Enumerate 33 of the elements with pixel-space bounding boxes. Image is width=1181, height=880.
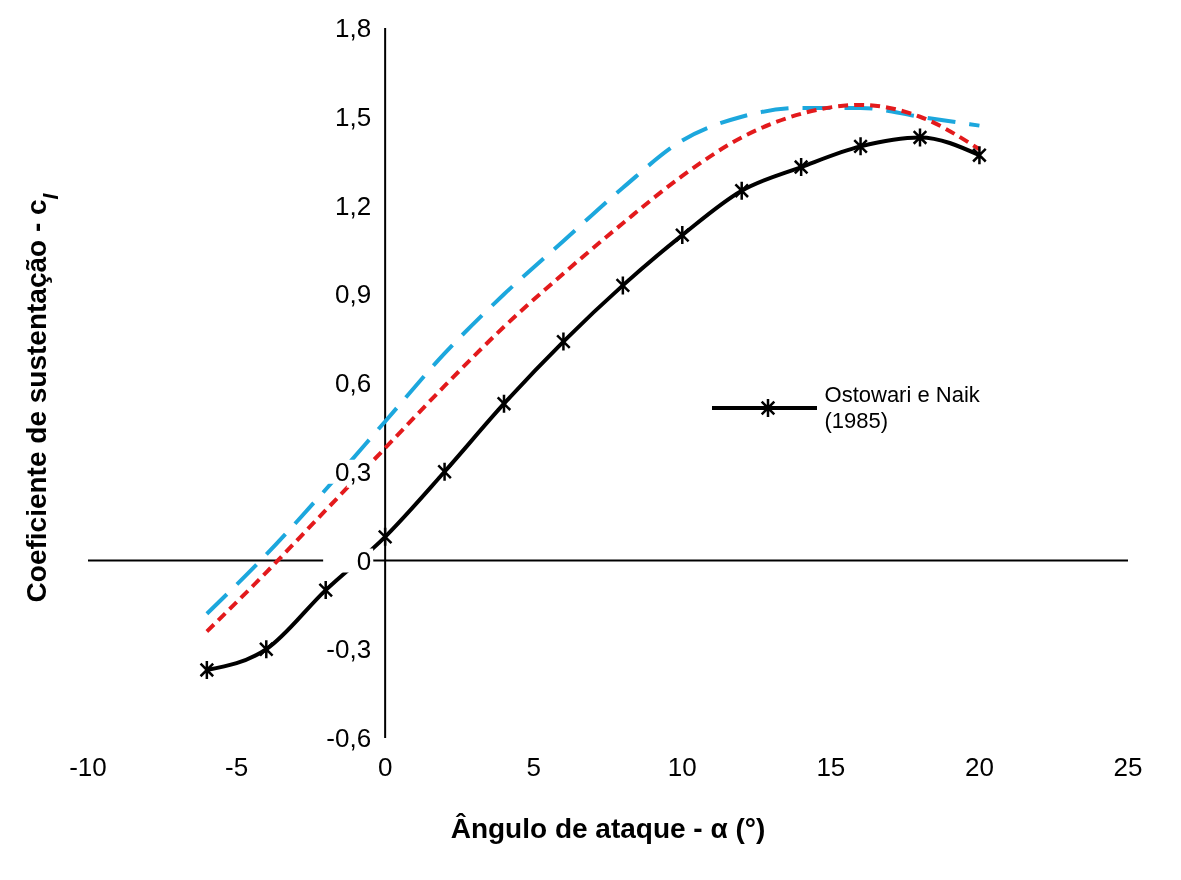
point xyxy=(258,639,274,660)
y-tick-label: 1,8 xyxy=(334,13,372,43)
y-tick-label: 1,2 xyxy=(334,190,372,221)
x-tick-label: 0 xyxy=(377,752,393,783)
legend-label: Ostowari e Naik (1985) xyxy=(824,382,981,434)
point xyxy=(971,144,987,166)
x-tick-label: 25 xyxy=(1113,752,1143,783)
x-tick-label: -10 xyxy=(69,752,107,783)
y-tick-label: -0,3 xyxy=(326,634,372,665)
y-tick-label: 0,3 xyxy=(334,456,372,487)
point xyxy=(853,136,869,157)
point xyxy=(674,224,690,246)
y-tick-label: 0 xyxy=(356,545,372,576)
point xyxy=(912,127,928,148)
x-axis-title: Ângulo de ataque - α (°) xyxy=(450,813,766,844)
point xyxy=(793,156,809,178)
y-tick-label: 1,5 xyxy=(334,101,372,132)
point xyxy=(377,526,393,548)
x-tick-label: 10 xyxy=(667,752,697,783)
y-tick-label: 0,6 xyxy=(334,368,372,398)
point xyxy=(318,579,334,601)
point xyxy=(734,180,750,201)
point xyxy=(496,393,512,414)
point xyxy=(437,461,453,482)
x-tick-label: 20 xyxy=(964,752,994,783)
point xyxy=(615,275,631,296)
point xyxy=(199,659,215,681)
x-tick-label: 15 xyxy=(816,752,846,783)
x-tick-label: 5 xyxy=(526,752,541,783)
x-tick-label: -5 xyxy=(225,752,249,783)
point xyxy=(555,331,571,352)
y-tick-label: -0,6 xyxy=(326,723,372,753)
y-tick-label: 0,9 xyxy=(334,279,372,310)
